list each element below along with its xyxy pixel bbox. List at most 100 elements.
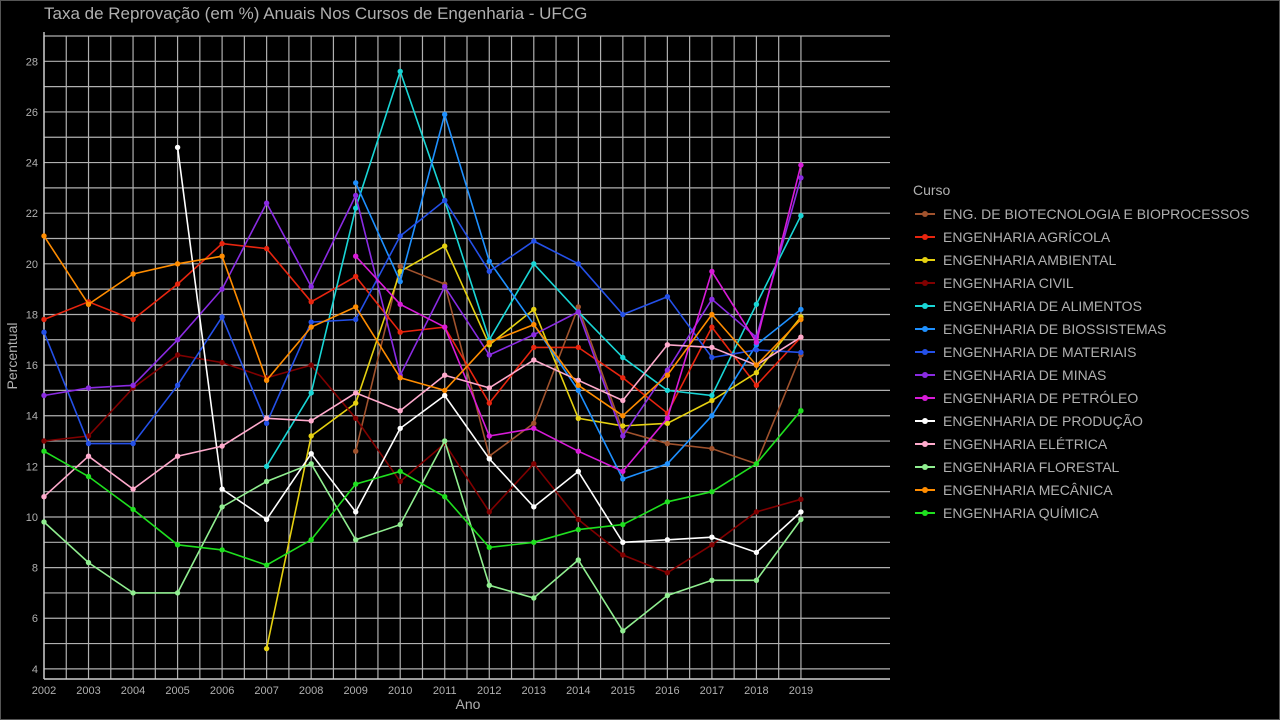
data-point bbox=[308, 451, 314, 457]
data-point bbox=[486, 456, 492, 462]
y-tick-label: 22 bbox=[26, 208, 38, 220]
x-tick-label: 2003 bbox=[76, 685, 100, 697]
data-point bbox=[486, 582, 492, 588]
data-point bbox=[575, 526, 581, 533]
y-tick-label: 14 bbox=[26, 411, 38, 423]
series-path bbox=[43, 438, 802, 633]
data-point bbox=[174, 144, 181, 151]
legend-label: ENGENHARIA DE PRODUÇÃO bbox=[943, 412, 1143, 429]
legend-key bbox=[913, 298, 937, 314]
data-point bbox=[575, 415, 581, 421]
data-point bbox=[531, 332, 537, 338]
data-point bbox=[798, 175, 804, 181]
data-point bbox=[709, 542, 715, 548]
legend: Curso ENG. DE BIOTECNOLOGIA E BIOPROCESS… bbox=[913, 182, 1250, 524]
legend-label: ENGENHARIA DE MINAS bbox=[943, 366, 1107, 383]
y-tick-label: 6 bbox=[32, 613, 38, 625]
legend-label: ENGENHARIA MECÂNICA bbox=[943, 481, 1113, 498]
series-layer bbox=[41, 68, 804, 652]
data-point bbox=[753, 382, 760, 388]
series-line bbox=[353, 162, 804, 475]
data-point bbox=[709, 392, 715, 399]
data-point bbox=[397, 478, 403, 485]
data-point bbox=[308, 324, 314, 330]
legend-label: ENGENHARIA DE BIOSSISTEMAS bbox=[943, 320, 1167, 337]
data-point bbox=[41, 329, 47, 335]
data-point bbox=[308, 319, 314, 325]
data-point bbox=[442, 243, 448, 249]
data-point bbox=[397, 521, 403, 528]
series-line bbox=[174, 144, 804, 556]
data-point bbox=[353, 537, 359, 543]
data-point bbox=[753, 347, 760, 353]
data-point bbox=[308, 418, 314, 424]
series-path bbox=[43, 354, 802, 574]
legend-item: ENGENHARIA DE PRODUÇÃO bbox=[913, 409, 1250, 432]
data-point bbox=[442, 111, 448, 118]
x-tick-label: 2009 bbox=[343, 685, 367, 697]
legend-key bbox=[913, 206, 937, 222]
x-tick-label: 2006 bbox=[210, 685, 234, 697]
legend-item: ENGENHARIA ELÉTRICA bbox=[913, 432, 1250, 455]
data-point bbox=[709, 324, 715, 330]
data-point bbox=[664, 499, 671, 505]
data-point bbox=[397, 263, 403, 270]
x-tick-label: 2017 bbox=[700, 685, 724, 697]
grid bbox=[43, 35, 890, 679]
data-point bbox=[353, 448, 359, 454]
data-point bbox=[798, 516, 804, 523]
x-tick-label: 2015 bbox=[611, 685, 635, 697]
data-point bbox=[798, 496, 804, 502]
legend-label: ENGENHARIA ELÉTRICA bbox=[943, 435, 1108, 452]
x-tick-label: 2008 bbox=[299, 685, 323, 697]
data-point bbox=[442, 387, 448, 394]
data-point bbox=[219, 504, 225, 510]
data-point bbox=[397, 233, 403, 239]
data-point bbox=[575, 468, 581, 475]
data-point bbox=[174, 453, 181, 459]
data-point bbox=[664, 367, 671, 373]
data-point bbox=[397, 329, 403, 335]
data-point bbox=[397, 278, 403, 285]
legend-label: ENGENHARIA DE MATERIAIS bbox=[943, 343, 1137, 360]
data-point bbox=[664, 592, 671, 599]
legend-label: ENGENHARIA DE PETRÓLEO bbox=[943, 389, 1139, 406]
data-point bbox=[798, 213, 804, 219]
y-tick-label: 18 bbox=[26, 309, 38, 321]
data-point bbox=[353, 180, 359, 186]
data-point bbox=[664, 372, 671, 378]
x-tick-label: 2007 bbox=[254, 685, 278, 697]
legend-items: ENG. DE BIOTECNOLOGIA E BIOPROCESSOS ENGE… bbox=[913, 202, 1250, 524]
series-line bbox=[353, 111, 804, 482]
data-point bbox=[85, 433, 92, 439]
data-point bbox=[442, 197, 448, 204]
data-point bbox=[41, 448, 47, 454]
legend-item: ENGENHARIA DE MATERIAIS bbox=[913, 340, 1250, 363]
legend-item: ENGENHARIA DE MINAS bbox=[913, 363, 1250, 386]
data-point bbox=[41, 438, 47, 444]
data-point bbox=[397, 425, 403, 432]
data-point bbox=[486, 544, 492, 551]
data-point bbox=[308, 390, 314, 396]
data-point bbox=[664, 415, 671, 421]
data-point bbox=[353, 509, 359, 515]
data-point bbox=[263, 463, 270, 470]
series-line bbox=[41, 233, 804, 419]
data-point bbox=[531, 261, 537, 267]
legend-key bbox=[913, 367, 937, 383]
data-point bbox=[442, 494, 448, 500]
data-point bbox=[575, 261, 581, 267]
data-point bbox=[620, 539, 626, 545]
series-path bbox=[43, 336, 802, 498]
data-point bbox=[263, 377, 270, 383]
data-point bbox=[620, 552, 626, 558]
data-point bbox=[531, 306, 537, 313]
data-point bbox=[664, 440, 671, 447]
series-line bbox=[41, 197, 804, 447]
x-tick-label: 2016 bbox=[655, 685, 679, 697]
data-point bbox=[263, 245, 270, 252]
data-point bbox=[620, 413, 626, 419]
data-point bbox=[798, 306, 804, 313]
y-tick-label: 8 bbox=[32, 563, 38, 575]
